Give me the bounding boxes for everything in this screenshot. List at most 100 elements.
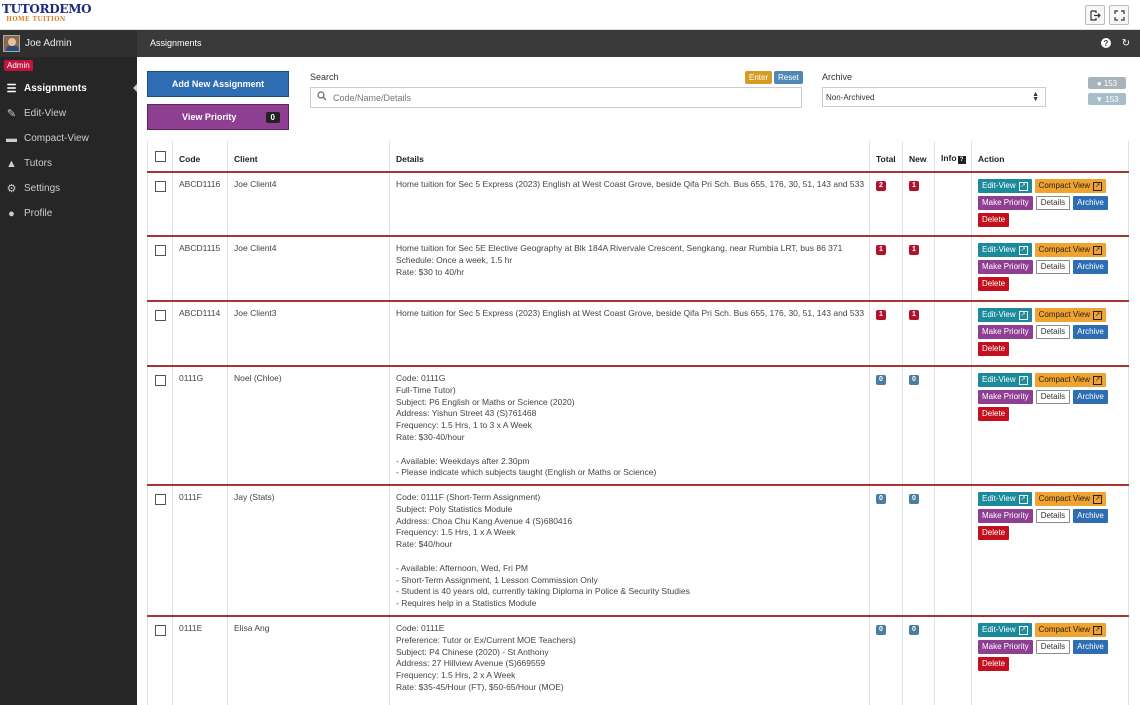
- sidebar-item-compact-view[interactable]: ▬ Compact-View: [0, 126, 137, 151]
- info-cell: [934, 172, 972, 237]
- edit-view-button[interactable]: Edit-View ↗: [978, 623, 1032, 637]
- make-priority-button[interactable]: Make Priority: [978, 640, 1033, 654]
- row-checkbox[interactable]: [155, 245, 166, 256]
- header-info[interactable]: Info?: [934, 141, 972, 173]
- make-priority-button[interactable]: Make Priority: [978, 509, 1033, 523]
- archive-button[interactable]: Archive: [1073, 260, 1108, 274]
- compact-view-button[interactable]: Compact View ↗: [1034, 492, 1107, 506]
- logout-button[interactable]: [1085, 5, 1105, 25]
- help-icon[interactable]: ?: [1101, 38, 1111, 48]
- total-badge: 2: [876, 181, 886, 191]
- external-link-icon: ↗: [1093, 375, 1103, 385]
- edit-view-button[interactable]: Edit-View ↗: [978, 179, 1032, 193]
- archive-select[interactable]: Non-Archived ▲ ▼: [822, 87, 1046, 107]
- compact-view-button[interactable]: Compact View ↗: [1034, 623, 1107, 637]
- edit-view-button[interactable]: Edit-View ↗: [978, 373, 1032, 387]
- enter-button[interactable]: Enter: [745, 71, 773, 84]
- details-line: - Student is 40 years old, currently tak…: [396, 586, 690, 597]
- archive-button[interactable]: Archive: [1073, 390, 1108, 404]
- total-badge: 0: [876, 375, 886, 385]
- details-line: [396, 551, 864, 563]
- header-total[interactable]: Total: [869, 141, 903, 173]
- details-button[interactable]: Details: [1035, 325, 1071, 339]
- delete-button[interactable]: Delete: [978, 342, 1010, 356]
- main-content: Add New Assignment View Priority 0 Searc…: [137, 57, 1140, 705]
- sidebar-item-label: Profile: [24, 208, 53, 219]
- delete-button[interactable]: Delete: [978, 407, 1010, 421]
- archive-button[interactable]: Archive: [1073, 196, 1108, 210]
- details-button[interactable]: Details: [1035, 390, 1071, 404]
- delete-button[interactable]: Delete: [978, 213, 1010, 227]
- details-line: Home tuition for Sec 5 Express (2023) En…: [396, 179, 864, 189]
- sidebar-item-label: Assignments: [24, 83, 87, 94]
- sidebar-item-label: Settings: [24, 183, 61, 194]
- archive-label: Archive: [822, 72, 853, 82]
- info-cell: [934, 616, 972, 705]
- details-button[interactable]: Details: [1035, 196, 1071, 210]
- client-cell: Elisa Ang: [227, 616, 390, 705]
- fullscreen-button[interactable]: [1109, 5, 1129, 25]
- row-checkbox[interactable]: [155, 375, 166, 386]
- details-cell: Home tuition for Sec 5 Express (2023) En…: [389, 301, 870, 367]
- row-checkbox[interactable]: [155, 310, 166, 321]
- make-priority-button[interactable]: Make Priority: [978, 325, 1033, 339]
- table-header-row: Code Client Details Total New Info? Acti…: [147, 141, 1129, 173]
- refresh-icon[interactable]: ↻: [1121, 37, 1131, 49]
- view-priority-button[interactable]: View Priority 0: [147, 104, 289, 130]
- compact-view-button[interactable]: Compact View ↗: [1034, 179, 1107, 193]
- compact-view-button[interactable]: Compact View ↗: [1034, 373, 1107, 387]
- edit-view-button[interactable]: Edit-View ↗: [978, 492, 1032, 506]
- logo[interactable]: TUTORDEMO HOME TUITION: [2, 2, 92, 27]
- total-cell: 1: [869, 301, 903, 367]
- details-line: Code: 0111G: [396, 373, 446, 383]
- sidebar-item-assignments[interactable]: ☰ Assignments: [0, 76, 138, 101]
- header-details[interactable]: Details: [389, 141, 870, 173]
- sidebar-item-tutors[interactable]: ▲ Tutors: [0, 151, 137, 176]
- sidebar-item-label: Tutors: [24, 158, 52, 169]
- select-all-checkbox[interactable]: [155, 151, 166, 162]
- details-line: Frequency: 1.5 Hrs, 1 x A Week: [396, 527, 516, 538]
- make-priority-button[interactable]: Make Priority: [978, 196, 1033, 210]
- compact-view-button[interactable]: Compact View ↗: [1034, 308, 1107, 322]
- new-cell: 1: [902, 301, 935, 367]
- edit-view-button[interactable]: Edit-View ↗: [978, 308, 1032, 322]
- row-checkbox[interactable]: [155, 181, 166, 192]
- action-cell: Edit-View ↗ Compact View ↗ Make Priority D…: [971, 366, 1129, 486]
- add-assignment-button[interactable]: Add New Assignment: [147, 71, 289, 97]
- select-all-cell: [147, 141, 173, 173]
- sidebar-item-profile[interactable]: ● Profile: [0, 201, 137, 226]
- archive-button[interactable]: Archive: [1073, 640, 1108, 654]
- details-button[interactable]: Details: [1035, 640, 1071, 654]
- sidebar-item-edit-view[interactable]: ✎ Edit-View: [0, 101, 137, 126]
- code-cell: ABCD1115: [172, 236, 228, 302]
- details-button[interactable]: Details: [1035, 509, 1071, 523]
- make-priority-button[interactable]: Make Priority: [978, 260, 1033, 274]
- total-cell: 1: [869, 236, 903, 302]
- total-badge: 1: [876, 310, 886, 320]
- details-text: Code: 0111F (Short-Term Assignment) Subje…: [396, 492, 864, 610]
- search-input[interactable]: [333, 92, 793, 103]
- delete-button[interactable]: Delete: [978, 526, 1010, 540]
- header-code[interactable]: Code: [172, 141, 228, 173]
- header-new[interactable]: New: [902, 141, 935, 173]
- archive-button[interactable]: Archive: [1073, 325, 1108, 339]
- reset-button[interactable]: Reset: [774, 71, 803, 84]
- sidebar-item-settings[interactable]: ⚙ Settings: [0, 176, 137, 201]
- delete-button[interactable]: Delete: [978, 277, 1010, 291]
- header-client[interactable]: Client: [227, 141, 390, 173]
- compact-view-button[interactable]: Compact View ↗: [1034, 243, 1107, 257]
- edit-icon: ✎: [6, 108, 17, 120]
- delete-button[interactable]: Delete: [978, 657, 1010, 671]
- compact-view-label: Compact View: [1038, 375, 1091, 385]
- logo-main-text: TUTORDEMO: [2, 2, 92, 16]
- row-checkbox[interactable]: [155, 494, 166, 505]
- make-priority-button[interactable]: Make Priority: [978, 390, 1033, 404]
- archive-button[interactable]: Archive: [1073, 509, 1108, 523]
- total-badge: 1: [876, 245, 886, 255]
- filtered-count-value: 153: [1105, 94, 1119, 104]
- info-help-icon[interactable]: ?: [957, 156, 966, 164]
- edit-view-button[interactable]: Edit-View ↗: [978, 243, 1032, 257]
- user-panel[interactable]: Joe Admin: [0, 30, 137, 57]
- row-checkbox[interactable]: [155, 625, 166, 636]
- details-button[interactable]: Details: [1035, 260, 1071, 274]
